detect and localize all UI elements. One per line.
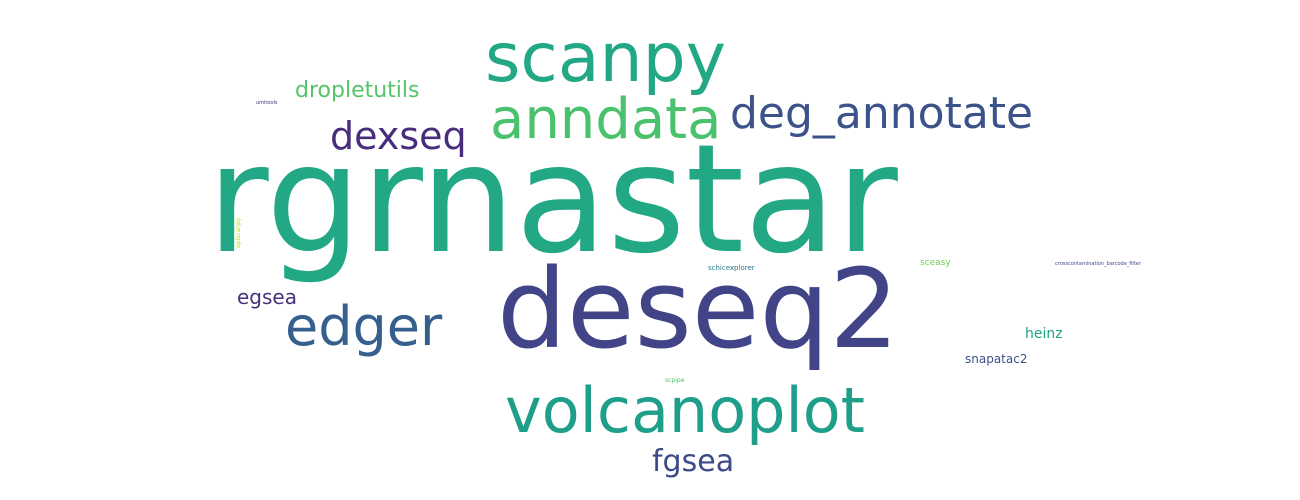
word-rgrnastar: rgrnastar — [207, 113, 898, 287]
word-dropletutils: dropletutils — [295, 78, 420, 103]
word-edger: edger — [285, 295, 443, 358]
word-deg-annotate: deg_annotate — [730, 88, 1034, 139]
word-scpipe: scpipe — [665, 377, 685, 384]
word-schicexplorer: schicexplorer — [708, 264, 755, 272]
word-heinz: heinz — [1025, 326, 1063, 342]
word-umitools: umitools — [256, 100, 278, 106]
word-volcanoplot: volcanoplot — [505, 374, 865, 447]
word-sceasy: sceasy — [920, 258, 951, 268]
word-anndata: anndata — [490, 87, 722, 152]
word-dexseq: dexseq — [330, 114, 467, 158]
word-egsea: egsea — [237, 285, 297, 309]
word-snapatac2: snapatac2 — [965, 352, 1028, 366]
word-crosscontamination-barcode-filter: crosscontamination_barcode_filter — [1055, 261, 1141, 267]
word-episcanpy: episcanpy — [235, 217, 242, 248]
word-deseq2: deseq2 — [497, 245, 900, 373]
word-fgsea: fgsea — [652, 444, 735, 479]
word-scanpy: scanpy — [485, 19, 726, 98]
